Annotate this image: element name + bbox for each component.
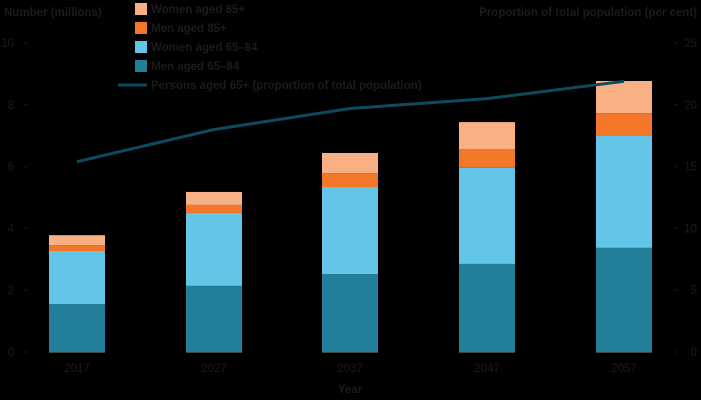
y-tick-label: 8 [8,100,14,112]
line-series-persons-65plus [76,79,625,164]
bar-stack-2027 [186,191,242,353]
bar-segment [186,191,242,205]
legend-item: Persons aged 65+ (proportion of total po… [118,80,422,92]
bar-segment [459,167,515,264]
bar-series-group [49,81,652,353]
y2-tick-label: 15 [684,162,697,174]
legend-item: Women aged 85+ [135,3,245,16]
bar-segment [596,81,652,114]
bar-segment [186,285,242,352]
bar-segment [49,304,105,352]
bar-segment [459,148,515,168]
y-tick-label: 10 [1,38,14,50]
bar-stack-2017 [49,235,105,353]
bar-stack-2047 [459,122,515,353]
x-tick-label: 2027 [201,363,227,375]
x-axis-title: Year [338,384,363,396]
y-tick-label: 0 [8,347,14,359]
y2-tick-label: 5 [691,285,697,297]
y2-tick-label: 20 [684,100,697,112]
bar-segment [322,173,378,187]
legend-item: Men aged 85+ [135,22,227,35]
legend-item: Men aged 65–84 [135,60,240,73]
y-tick-label: 2 [8,285,14,297]
legend-label: Women aged 65–84 [151,42,258,54]
bar-segment [186,212,242,286]
x-axis: 2017 2027 2037 2047 2057 [64,363,637,375]
legend-label: Men aged 65–84 [151,61,240,73]
bar-segment [186,204,242,213]
y-tick-label: 6 [8,162,14,174]
x-tick-label: 2037 [337,363,363,375]
y-axis-left: 0 2 4 6 8 10 [1,38,27,359]
legend-label: Men aged 85+ [151,23,227,35]
bar-segment [459,263,515,352]
y2-tick-label: 10 [684,223,697,235]
bar-segment [596,136,652,248]
legend-item: Women aged 65–84 [135,41,258,54]
bar-stack-2057 [596,81,652,353]
legend-swatch [135,22,147,34]
bar-segment [322,274,378,352]
bar-segment [49,245,105,251]
x-tick-label: 2057 [611,363,637,375]
y2-axis-title: Proportion of total population (per cent… [479,7,697,19]
x-tick-label: 2047 [474,363,500,375]
legend-swatch [135,3,147,15]
bar-segment [322,153,378,174]
y2-tick-label: 25 [684,38,697,50]
bar-segment [322,186,378,275]
bar-segment [49,235,105,246]
legend: Women aged 85+ Men aged 85+ Women aged 65–… [118,3,422,92]
bar-segment [49,250,105,305]
y-tick-label: 4 [8,223,15,235]
bar-segment [459,122,515,149]
y-axis-title: Number (millions) [4,7,102,19]
y2-tick-label: 0 [691,347,697,359]
legend-label: Persons aged 65+ (proportion of total po… [151,80,422,92]
bar-segment [596,113,652,137]
bar-stack-2037 [322,153,378,353]
y-axis-right: 0 5 10 15 20 25 [674,38,697,359]
x-tick-label: 2017 [64,363,90,375]
legend-label: Women aged 85+ [151,4,245,16]
legend-swatch [135,41,147,53]
bar-segment [596,247,652,352]
legend-swatch [135,60,147,72]
